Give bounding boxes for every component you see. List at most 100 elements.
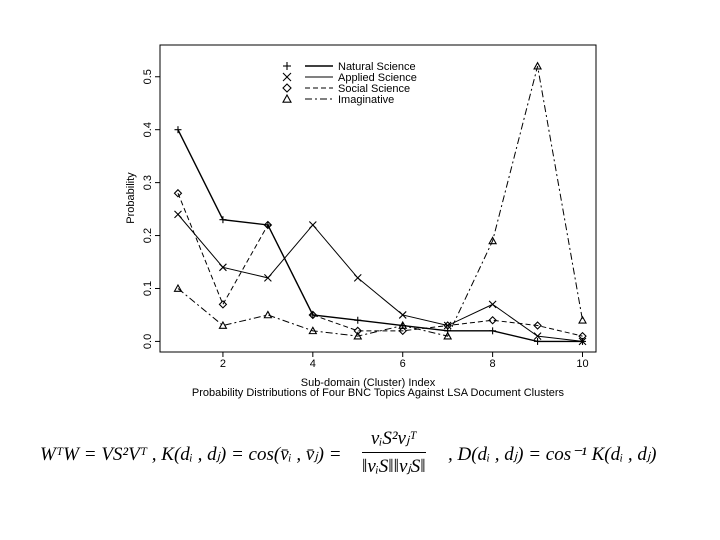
data-point	[219, 216, 227, 224]
triangle-marker	[578, 315, 587, 324]
y-tick-label: 0.1	[142, 281, 154, 296]
diamond-marker	[398, 326, 407, 336]
series-line	[177, 193, 583, 337]
triangle-marker	[173, 283, 183, 292]
y-tick-label: 0.0	[142, 334, 154, 349]
series-group	[173, 61, 587, 346]
triangle-marker	[218, 320, 228, 329]
diamond-marker	[173, 188, 183, 198]
data-point	[533, 321, 542, 330]
data-point	[488, 236, 498, 245]
triangle-marker	[398, 320, 408, 329]
cross-marker	[353, 274, 362, 282]
data-point	[218, 300, 228, 309]
data-point	[398, 320, 408, 329]
series-line	[177, 214, 583, 342]
data-point	[218, 320, 228, 329]
chart-caption: Probability Distributions of Four BNC To…	[192, 387, 565, 399]
data-point	[174, 210, 182, 219]
triangle-marker	[443, 331, 453, 340]
x-tick-label: 6	[400, 358, 406, 370]
cross-marker	[488, 300, 497, 309]
data-point	[578, 331, 587, 341]
data-point	[309, 311, 317, 319]
series-line	[177, 129, 583, 343]
y-tick-label: 0.3	[142, 175, 154, 190]
cross-marker	[282, 72, 292, 82]
y-tick-label: 0.5	[142, 69, 154, 84]
diamond-marker	[308, 310, 318, 320]
data-point	[533, 332, 542, 341]
y-tick-label: 0.4	[142, 122, 154, 137]
equation-fraction: vᵢS²vⱼᵀ ‖vᵢS‖‖vⱼS‖	[362, 427, 426, 478]
data-point	[354, 316, 362, 324]
data-point	[534, 337, 542, 345]
diamond-marker	[353, 326, 363, 336]
x-tick-label: 4	[310, 358, 316, 370]
cross-marker	[308, 221, 317, 229]
triangle-marker	[263, 310, 273, 319]
y-axis-label: Probability	[125, 172, 137, 224]
data-point	[219, 263, 227, 272]
diamond-marker	[218, 300, 228, 309]
diamond-marker	[443, 321, 452, 330]
diamond-marker	[263, 220, 273, 230]
data-point	[398, 326, 407, 336]
data-point	[488, 315, 497, 325]
triangle-marker	[282, 93, 292, 103]
legend-label: Applied Science	[338, 72, 417, 84]
data-point	[443, 331, 453, 340]
data-point	[174, 126, 182, 134]
triangle-marker	[308, 326, 318, 335]
cross-marker	[219, 263, 227, 272]
data-point	[398, 311, 407, 319]
cross-marker	[398, 311, 407, 319]
data-point	[173, 283, 183, 292]
diamond-marker	[488, 315, 497, 325]
equation-part-2: , D(dᵢ , dⱼ) = cos⁻¹ K(dᵢ , dⱼ)	[448, 444, 657, 465]
cross-marker	[263, 274, 272, 282]
x-axis-label: Sub-domain (Cluster) Index	[301, 377, 436, 389]
data-point	[308, 310, 318, 320]
diamond-marker	[282, 83, 292, 93]
legend-label: Social Science	[338, 83, 410, 95]
data-point	[308, 326, 318, 335]
data-point	[353, 326, 363, 336]
legend-label: Imaginative	[338, 94, 394, 106]
data-point	[308, 221, 317, 229]
line-chart: 2 4 6 8 10 0.0 0.1 0.2 0.3 0.4 0.5 Natural Science…	[125, 44, 597, 399]
data-point	[488, 300, 497, 309]
data-point	[263, 274, 272, 282]
diamond-marker	[578, 331, 587, 341]
data-point	[578, 315, 587, 324]
axes: 2 4 6 8 10 0.0 0.1 0.2 0.3 0.4 0.5	[142, 44, 597, 370]
series-applied-science	[174, 210, 587, 346]
series-natural-science	[174, 126, 587, 345]
equation: WᵀW = VS²Vᵀ , K(dᵢ , dⱼ) = cos(v̄ᵢ , v̄ⱼ…	[40, 425, 700, 485]
data-point	[282, 72, 292, 82]
data-point	[283, 62, 291, 70]
triangle-marker	[353, 331, 363, 340]
data-point	[353, 331, 363, 340]
diamond-marker	[533, 321, 542, 330]
x-tick-label: 8	[490, 358, 496, 370]
data-point	[489, 327, 497, 335]
cross-marker	[533, 332, 542, 341]
data-point	[173, 188, 183, 198]
legend-label: Natural Science	[338, 61, 416, 73]
x-tick-label: 10	[576, 358, 588, 370]
data-point	[533, 61, 543, 70]
data-point	[263, 220, 273, 230]
series-imaginative	[173, 61, 587, 340]
series-social-science	[173, 188, 587, 341]
data-point	[578, 337, 587, 346]
plot-frame	[159, 44, 597, 353]
y-tick-label: 0.2	[142, 228, 154, 243]
x-tick-label: 2	[220, 358, 226, 370]
data-point	[282, 83, 292, 93]
cross-marker	[174, 210, 182, 219]
data-point	[443, 321, 452, 330]
triangle-marker	[533, 61, 543, 70]
triangle-marker	[488, 236, 498, 245]
